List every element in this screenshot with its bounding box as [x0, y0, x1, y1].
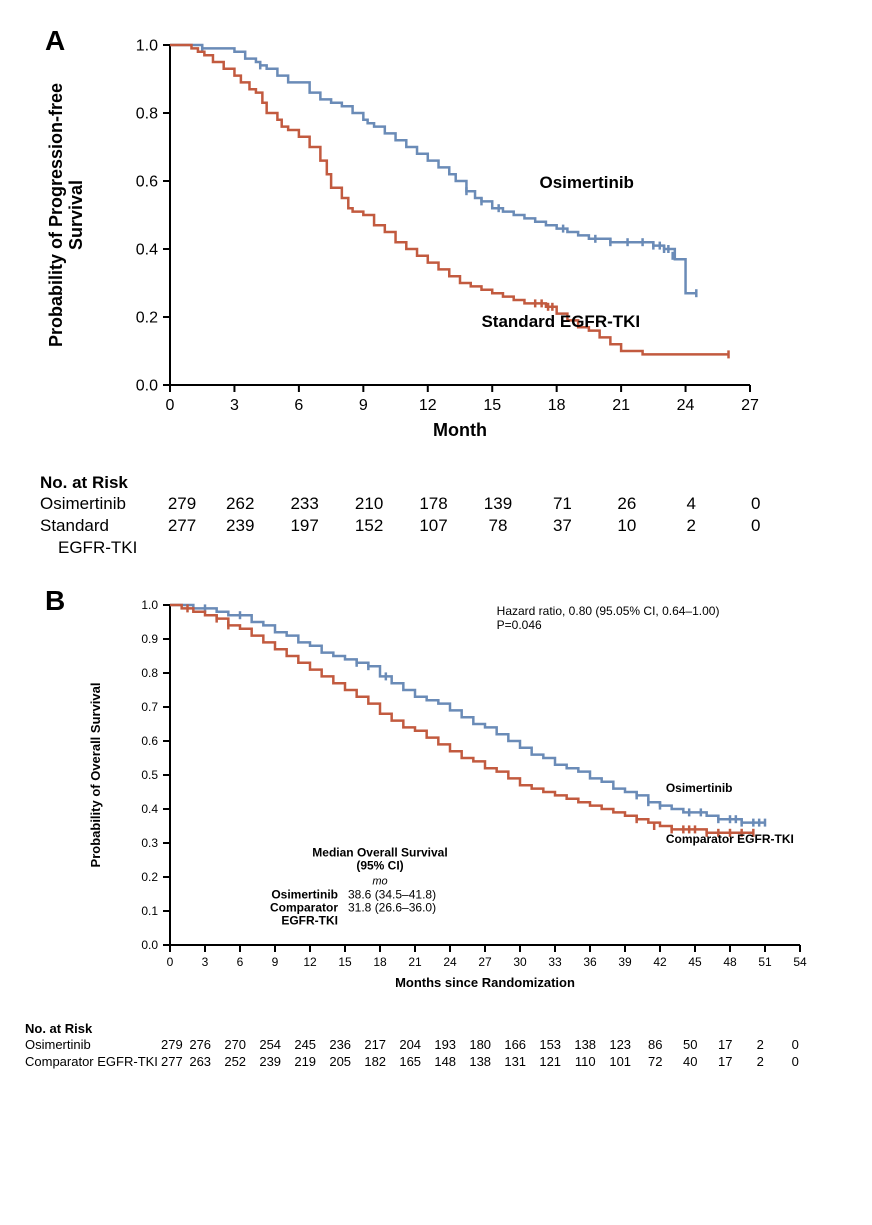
svg-text:3: 3 — [202, 955, 209, 969]
svg-text:0.9: 0.9 — [141, 632, 158, 646]
svg-text:EGFR-TKI: EGFR-TKI — [281, 914, 338, 928]
risk-row: Osimertinib279262233210178139712640 — [40, 493, 788, 515]
svg-text:0.6: 0.6 — [136, 174, 158, 191]
chart-a: 0.0 0.2 0.4 0.6 0.8 1.0 0 3 6 9 12 15 18 21 24 27 Month P… — [40, 25, 872, 465]
svg-text:30: 30 — [513, 955, 527, 969]
svg-text:0.7: 0.7 — [141, 700, 158, 714]
svg-text:0.4: 0.4 — [136, 242, 158, 259]
svg-text:39: 39 — [618, 955, 632, 969]
svg-text:6: 6 — [294, 397, 303, 414]
risk-row: Osimertinib27927627025424523621720419318… — [25, 1036, 813, 1053]
svg-text:0.4: 0.4 — [141, 802, 158, 816]
series-label: Osimertinib — [666, 781, 733, 795]
risk-title-a: No. at Risk — [40, 473, 852, 493]
svg-text:mo: mo — [372, 876, 387, 888]
risk-row: Comparator EGFR-TKI277263252239219205182… — [25, 1053, 813, 1070]
svg-text:21: 21 — [408, 955, 422, 969]
svg-text:0.6: 0.6 — [141, 734, 158, 748]
svg-text:27: 27 — [478, 955, 492, 969]
svg-text:18: 18 — [373, 955, 387, 969]
svg-text:0: 0 — [167, 955, 174, 969]
svg-text:51: 51 — [758, 955, 772, 969]
svg-text:24: 24 — [677, 397, 695, 414]
panel-a-label: A — [45, 25, 65, 57]
panel-b-label: B — [45, 585, 65, 617]
svg-text:38.6 (34.5–41.8): 38.6 (34.5–41.8) — [348, 888, 436, 902]
svg-text:15: 15 — [483, 397, 501, 414]
svg-text:0.8: 0.8 — [136, 106, 158, 123]
svg-text:Osimertinib: Osimertinib — [271, 888, 338, 902]
hazard-ratio-text: Hazard ratio, 0.80 (95.05% CI, 0.64–1.00… — [497, 604, 720, 632]
svg-text:42: 42 — [653, 955, 667, 969]
series-label: Standard EGFR-TKI — [481, 312, 640, 331]
svg-text:3: 3 — [230, 397, 239, 414]
svg-text:Comparator: Comparator — [270, 901, 338, 915]
svg-text:0.2: 0.2 — [136, 310, 158, 327]
svg-text:Median Overall Survival(95% CI: Median Overall Survival(95% CI) — [312, 846, 447, 873]
svg-text:1.0: 1.0 — [141, 598, 158, 612]
risk-table-a: No. at RiskOsimertinib279262233210178139… — [40, 473, 852, 559]
risk-table-b: No. at RiskOsimertinib279276270254245236… — [25, 1021, 852, 1070]
series-label: Osimertinib — [539, 173, 633, 192]
svg-text:Probability of Overall Surviva: Probability of Overall Survival — [88, 683, 103, 868]
svg-text:24: 24 — [443, 955, 457, 969]
risk-row: Standard27723919715210778371020 — [40, 515, 788, 537]
svg-text:0.2: 0.2 — [141, 870, 158, 884]
svg-text:0.5: 0.5 — [141, 768, 158, 782]
svg-text:Month: Month — [433, 420, 487, 440]
svg-text:31.8 (26.6–36.0): 31.8 (26.6–36.0) — [348, 901, 436, 915]
svg-text:48: 48 — [723, 955, 737, 969]
svg-text:9: 9 — [272, 955, 279, 969]
svg-text:0.0: 0.0 — [141, 938, 158, 952]
svg-text:12: 12 — [303, 955, 317, 969]
svg-text:6: 6 — [237, 955, 244, 969]
svg-text:15: 15 — [338, 955, 352, 969]
panel-a: A 0.0 0.2 0.4 0.6 0.8 1.0 0 3 6 9 12 15 18 21 24 27 Mont… — [20, 25, 852, 565]
risk-title-b: No. at Risk — [25, 1021, 852, 1036]
series-label: Comparator EGFR-TKI — [666, 832, 794, 846]
svg-text:54: 54 — [793, 955, 807, 969]
svg-text:12: 12 — [419, 397, 437, 414]
svg-text:27: 27 — [741, 397, 759, 414]
svg-text:1.0: 1.0 — [136, 38, 158, 55]
svg-text:Probability of Progression-fre: Probability of Progression-freeSurvival — [46, 83, 86, 347]
svg-text:0.3: 0.3 — [141, 836, 158, 850]
chart-b: 0.00.10.20.30.40.50.60.70.80.91.00369121… — [40, 585, 872, 1015]
svg-text:18: 18 — [548, 397, 566, 414]
svg-text:36: 36 — [583, 955, 597, 969]
svg-text:0.8: 0.8 — [141, 666, 158, 680]
svg-text:0.0: 0.0 — [136, 378, 158, 395]
svg-text:0: 0 — [166, 397, 175, 414]
svg-text:0.1: 0.1 — [141, 904, 158, 918]
panel-b: B 0.00.10.20.30.40.50.60.70.80.91.003691… — [20, 585, 852, 1205]
svg-text:45: 45 — [688, 955, 702, 969]
svg-text:9: 9 — [359, 397, 368, 414]
svg-text:21: 21 — [612, 397, 630, 414]
svg-text:33: 33 — [548, 955, 562, 969]
svg-text:Months since Randomization: Months since Randomization — [395, 975, 575, 990]
